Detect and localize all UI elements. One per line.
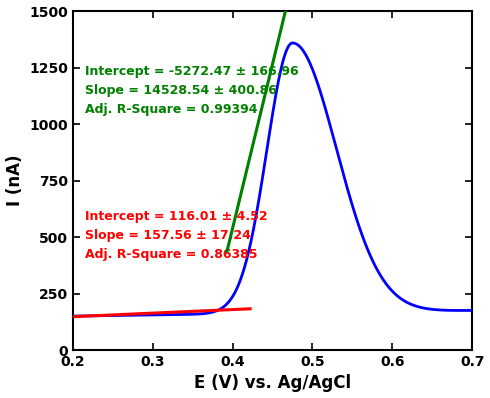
Y-axis label: I (nA): I (nA) — [5, 155, 24, 206]
Text: Intercept = -5272.47 ± 166.96
Slope = 14528.54 ± 400.86
Adj. R-Square = 0.99394: Intercept = -5272.47 ± 166.96 Slope = 14… — [85, 65, 298, 116]
Text: Intercept = 116.01 ± 4.52
Slope = 157.56 ± 17.24
Adj. R-Square = 0.86385: Intercept = 116.01 ± 4.52 Slope = 157.56… — [85, 210, 268, 261]
X-axis label: E (V) vs. Ag/AgCl: E (V) vs. Ag/AgCl — [194, 375, 351, 392]
